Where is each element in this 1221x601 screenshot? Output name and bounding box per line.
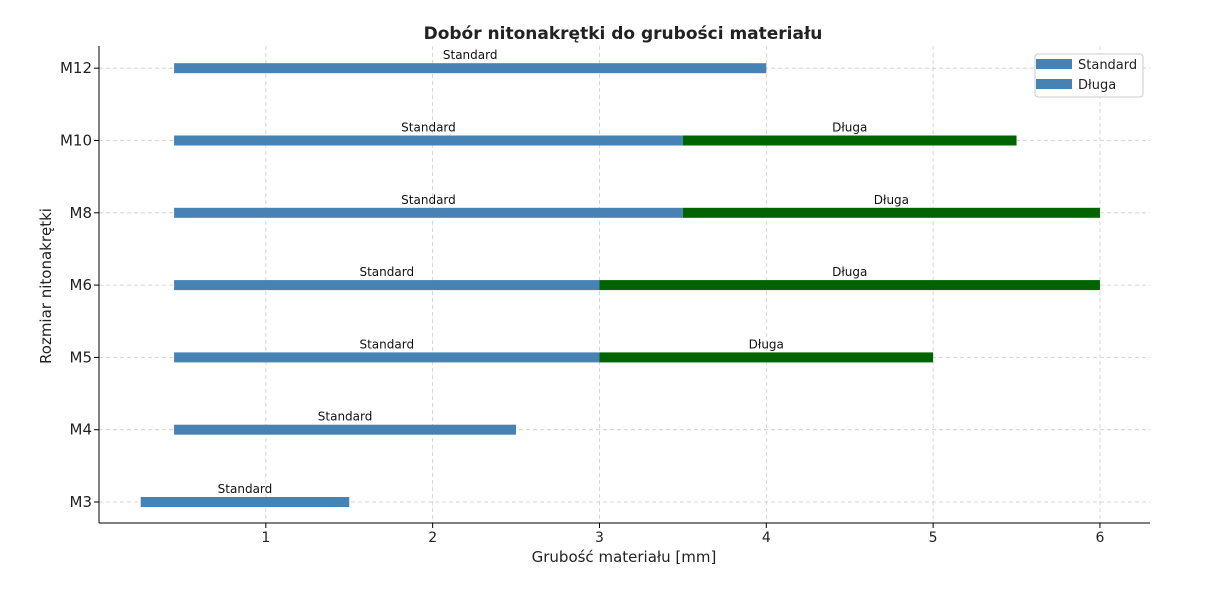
- legend-label: Długa: [1078, 78, 1116, 93]
- bar-label: Standard: [359, 337, 414, 351]
- x-tick-label: 1: [261, 530, 270, 546]
- bar-standard-m8: [174, 207, 683, 218]
- bar-label: Standard: [401, 121, 456, 135]
- y-axis-label: Rozmiar nitonakrętki: [37, 208, 55, 364]
- x-tick-label: 6: [1095, 530, 1104, 546]
- bar-d-uga-m10: [682, 135, 1017, 146]
- bar-standard-m10: [174, 135, 683, 146]
- x-axis-label: Grubość materiału [mm]: [532, 548, 717, 566]
- legend: Standard Długa: [1034, 53, 1144, 98]
- bar-d-uga-m6: [599, 280, 1100, 291]
- y-tick-label: M10: [60, 132, 92, 150]
- bar-standard-m6: [174, 280, 600, 291]
- x-tick-label: 2: [428, 530, 437, 546]
- bar-d-uga-m8: [682, 207, 1100, 218]
- bar-label: Standard: [359, 265, 414, 279]
- bar-label: Standard: [318, 410, 373, 424]
- bar-d-uga-m5: [599, 352, 934, 363]
- bar-standard-m5: [174, 352, 600, 363]
- legend-swatch: [1036, 59, 1072, 69]
- y-tick-label: M6: [70, 276, 93, 294]
- bar-standard-m3: [140, 497, 350, 507]
- bar-label: Standard: [218, 482, 273, 496]
- legend-swatch: [1036, 79, 1072, 89]
- bar-label: Długa: [832, 265, 867, 279]
- y-tick-label: M3: [70, 493, 93, 511]
- bar-label: Długa: [749, 337, 784, 351]
- legend-label: Standard: [1078, 58, 1137, 73]
- y-tick-label: M4: [70, 421, 93, 439]
- bar-label: Standard: [443, 48, 498, 62]
- bar-label: Długa: [874, 193, 909, 207]
- y-tick-label: M12: [60, 59, 92, 77]
- chart-title: Dobór nitonakrętki do grubości materiału: [424, 24, 823, 44]
- bar-standard-m4: [174, 424, 517, 435]
- plot-area: 1 2 3 4 5 6M3M4M5M6M8M10M12StandardStandardSt…: [60, 46, 1150, 546]
- bar-standard-m12: [174, 63, 767, 74]
- x-tick-label: 3: [595, 530, 604, 546]
- bar-label: Standard: [401, 193, 456, 207]
- x-tick-label: 4: [762, 530, 771, 546]
- x-tick-label: 5: [929, 530, 938, 546]
- bar-label: Długa: [832, 121, 867, 135]
- y-tick-label: M5: [70, 348, 93, 366]
- y-tick-label: M8: [70, 204, 93, 222]
